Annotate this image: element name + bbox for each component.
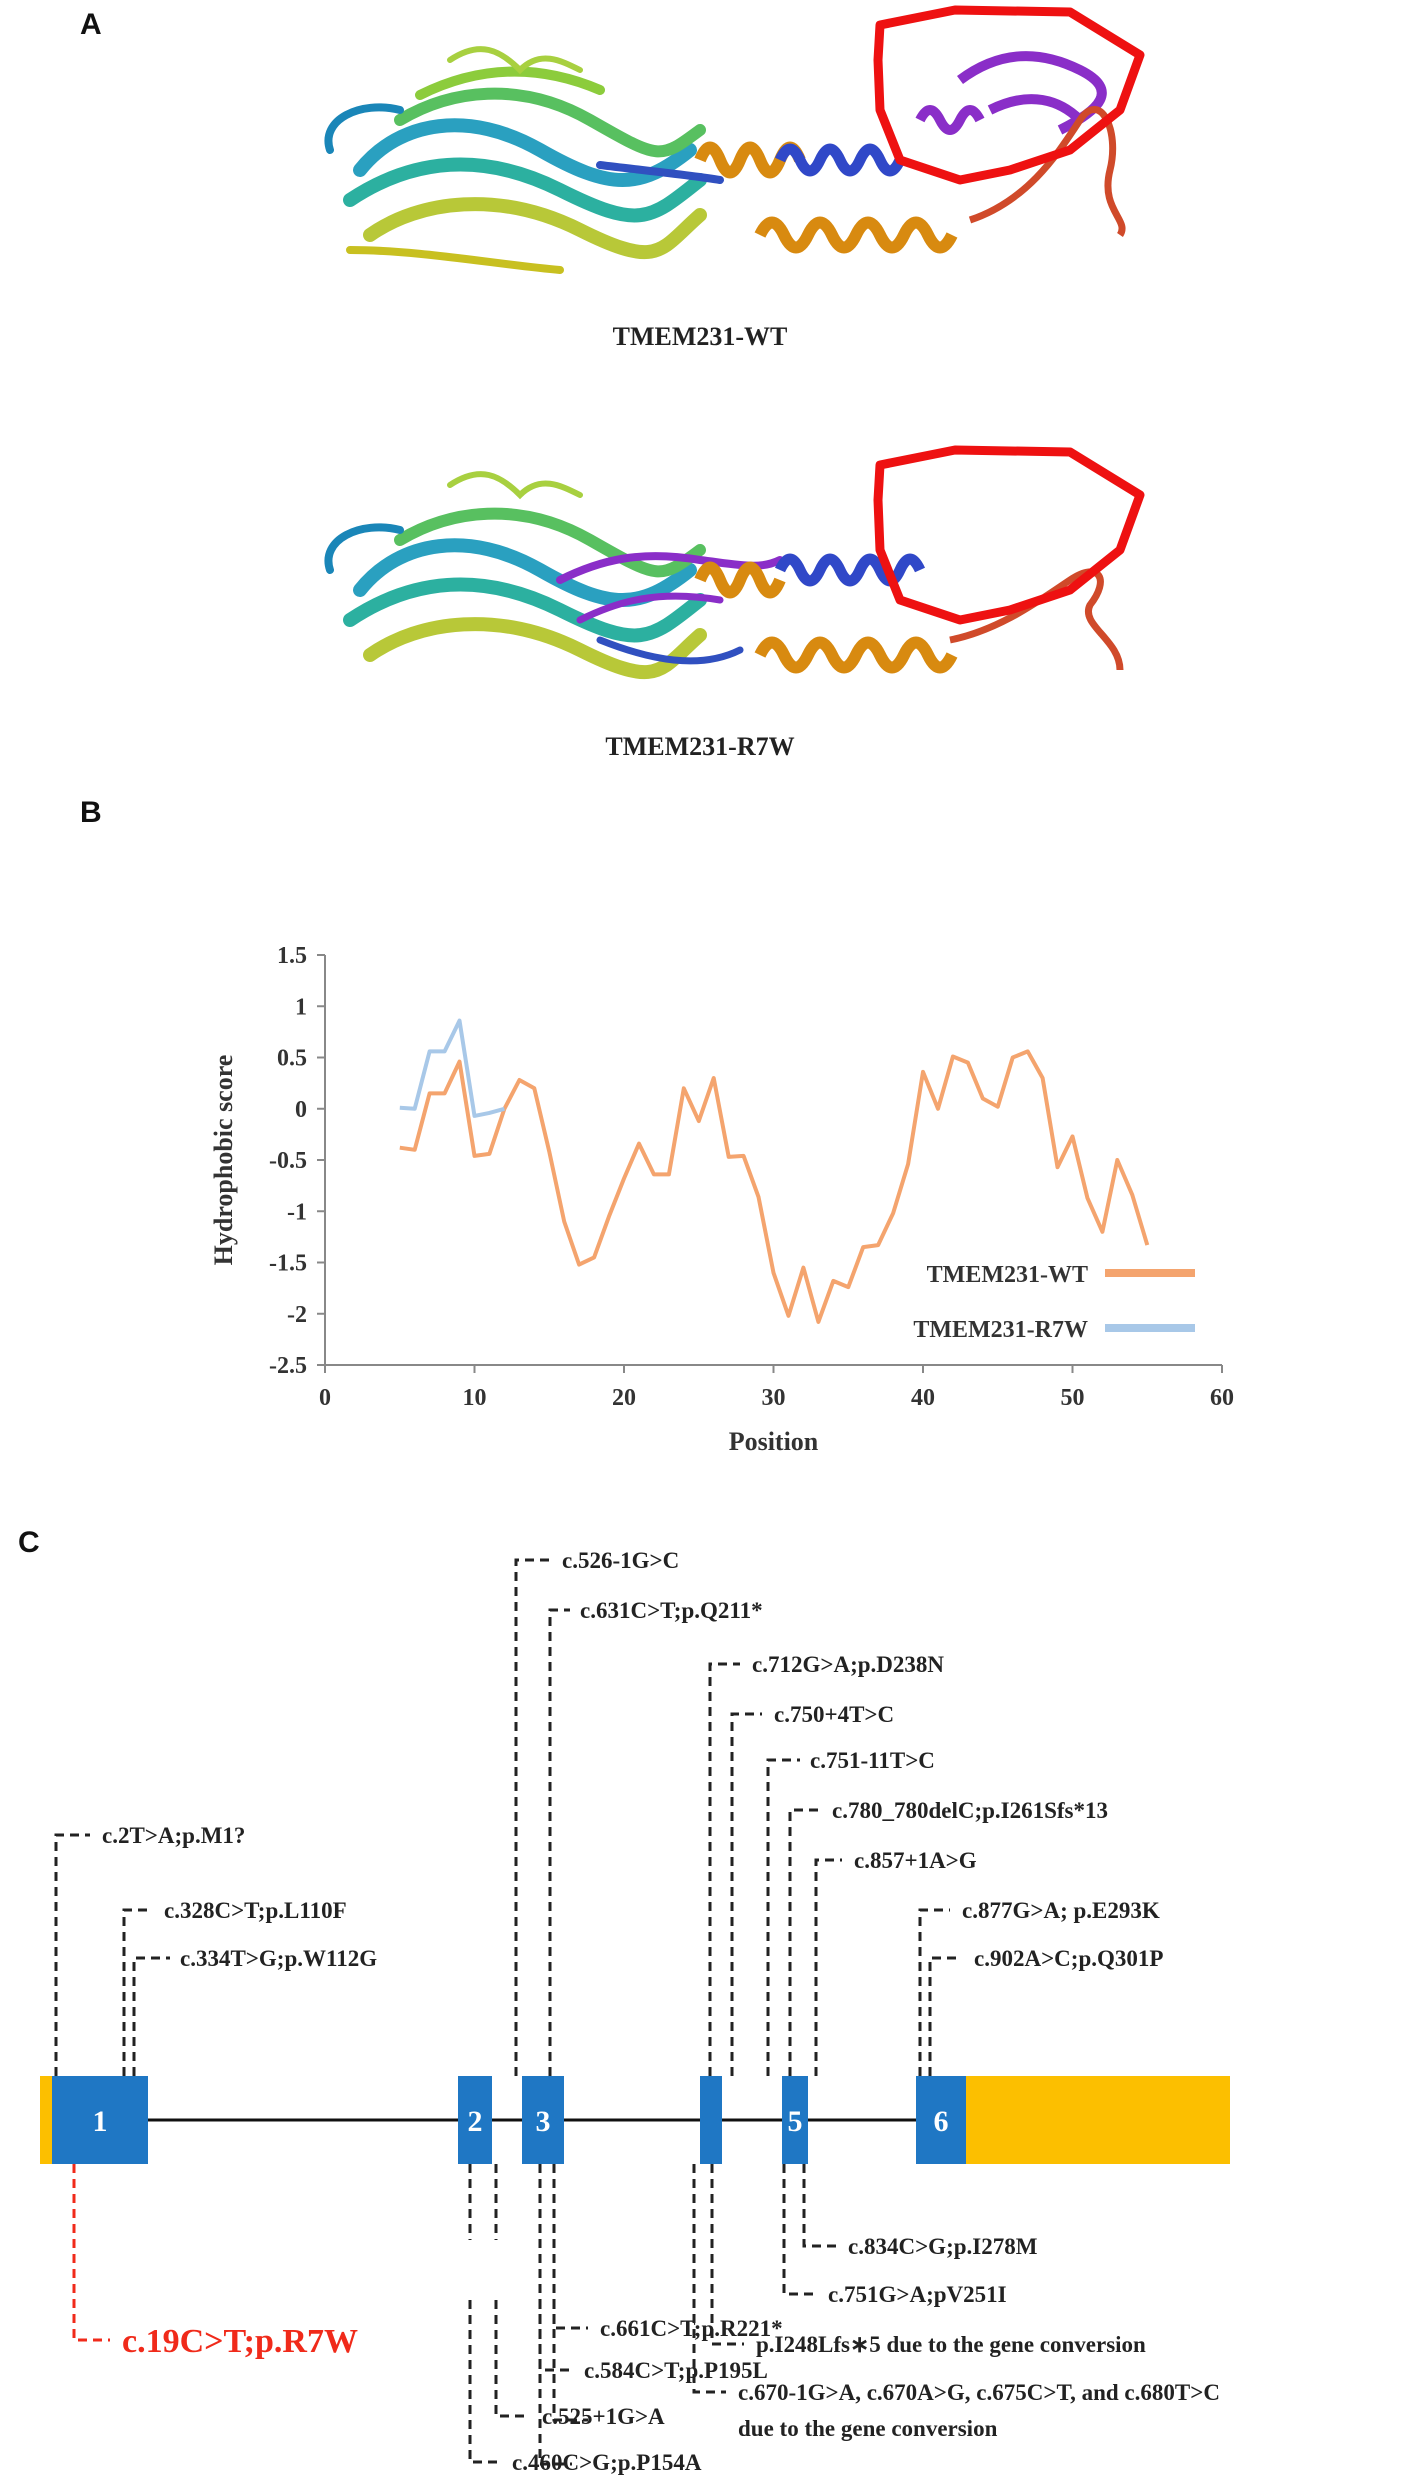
utr-5prime [40,2076,52,2164]
y-axis-title: Hydrophobic score [209,1055,238,1266]
y-tick-label: -2.5 [269,1353,307,1379]
mutation-label: c.631C>T;p.Q211* [580,1598,763,1623]
y-tick-label: -2 [287,1302,307,1328]
structure-r7w-image [324,445,1145,680]
mutation-label: c.334T>G;p.W112G [180,1946,377,1971]
structure-wt-image [324,5,1145,274]
highlighted-mutation-label: c.19C>T;p.R7W [122,2323,358,2360]
exon-3 [522,2076,564,2164]
x-tick-label: 30 [762,1385,786,1411]
series-line-wt [399,1049,1150,1324]
mutation-label: c.877G>A; p.E293K [962,1898,1160,1923]
y-tick-label: 1.5 [277,943,307,969]
mutation-label: c.2T>A;p.M1? [102,1823,245,1848]
mutation-label: p.I248Lfs∗5 due to the gene conversion [756,2332,1146,2357]
structure-wt-caption: TMEM231-WT [612,322,788,351]
mutation-label: c.751G>A;pV251I [828,2282,1007,2307]
mutation-label: c.750+4T>C [774,1702,894,1727]
x-tick-label: 20 [612,1385,636,1411]
x-tick-label: 0 [319,1385,331,1411]
legend-label: TMEM231-R7W [913,1317,1088,1343]
y-tick-label: -0.5 [269,1148,307,1174]
mutation-label: due to the gene conversion [738,2416,998,2441]
exon-5 [782,2076,808,2164]
mutation-label: c.661C>T;p.R221* [600,2316,783,2341]
y-tick-label: -1.5 [269,1251,307,1277]
mutation-label: c.526-1G>C [562,1548,679,1573]
mutation-label: c.780_780delC;p.I261Sfs*13 [832,1798,1108,1823]
mutation-label: c.525+1G>A [542,2404,665,2429]
gene-structure-diagram: 1 2 3 5 6 c.526-1G>C c.631C>T;p.Q211* c.… [40,1548,1230,2466]
structure-r7w-caption: TMEM231-R7W [605,732,795,761]
y-tick-label: 0 [295,1097,307,1123]
series-line-r7w [399,1018,505,1118]
exon-2-label: 2 [468,2105,483,2138]
y-tick-label: 1 [295,994,307,1020]
mutation-label: c.460C>G;p.P154A [512,2450,702,2475]
exon-1-label: 1 [93,2105,108,2138]
x-axis-title: Position [729,1427,819,1456]
hydrophobicity-chart: 1.5 1 0.5 0 -0.5 -1 -1.5 -2 -2.5 0 10 20 30 40 50 60 Pos… [0,840,1401,1480]
exon-5-label: 5 [788,2105,803,2138]
panel-label-b: B [80,796,102,829]
panel-label-a: A [80,8,102,41]
mutation-label: c.670-1G>A, c.670A>G, c.675C>T, and c.68… [738,2380,1220,2405]
exon-1 [52,2076,148,2164]
mutation-label: c.751-11T>C [810,1748,935,1773]
utr-3prime [966,2076,1230,2164]
x-tick-label: 10 [463,1385,487,1411]
mutation-label: c.857+1A>G [854,1848,977,1873]
panel-label-c: C [18,1526,40,1559]
mutation-label: c.712G>A;p.D238N [752,1652,944,1677]
x-tick-label: 40 [911,1385,935,1411]
x-tick-label: 60 [1210,1385,1234,1411]
exon-6-label: 6 [934,2105,949,2138]
y-tick-label: 0.5 [277,1046,307,1072]
exon-4 [700,2076,722,2164]
exon-6 [916,2076,966,2164]
gene-structure-diagram-bottom: c.661C>T;p.R221* c.584C>T;p.P195L c.525+… [468,2300,783,2475]
exon-2 [458,2076,492,2164]
x-tick-label: 50 [1061,1385,1085,1411]
highlight-connector [72,2164,110,2342]
legend-label: TMEM231-WT [927,1262,1088,1288]
mutation-label: c.834C>G;p.I278M [848,2234,1038,2259]
y-tick-label: -1 [287,1199,307,1225]
mutation-label: c.584C>T;p.P195L [584,2358,768,2383]
mutation-label: c.328C>T;p.L110F [164,1898,347,1923]
mutation-label: c.902A>C;p.Q301P [974,1946,1163,1971]
exon-3-label: 3 [536,2105,551,2138]
